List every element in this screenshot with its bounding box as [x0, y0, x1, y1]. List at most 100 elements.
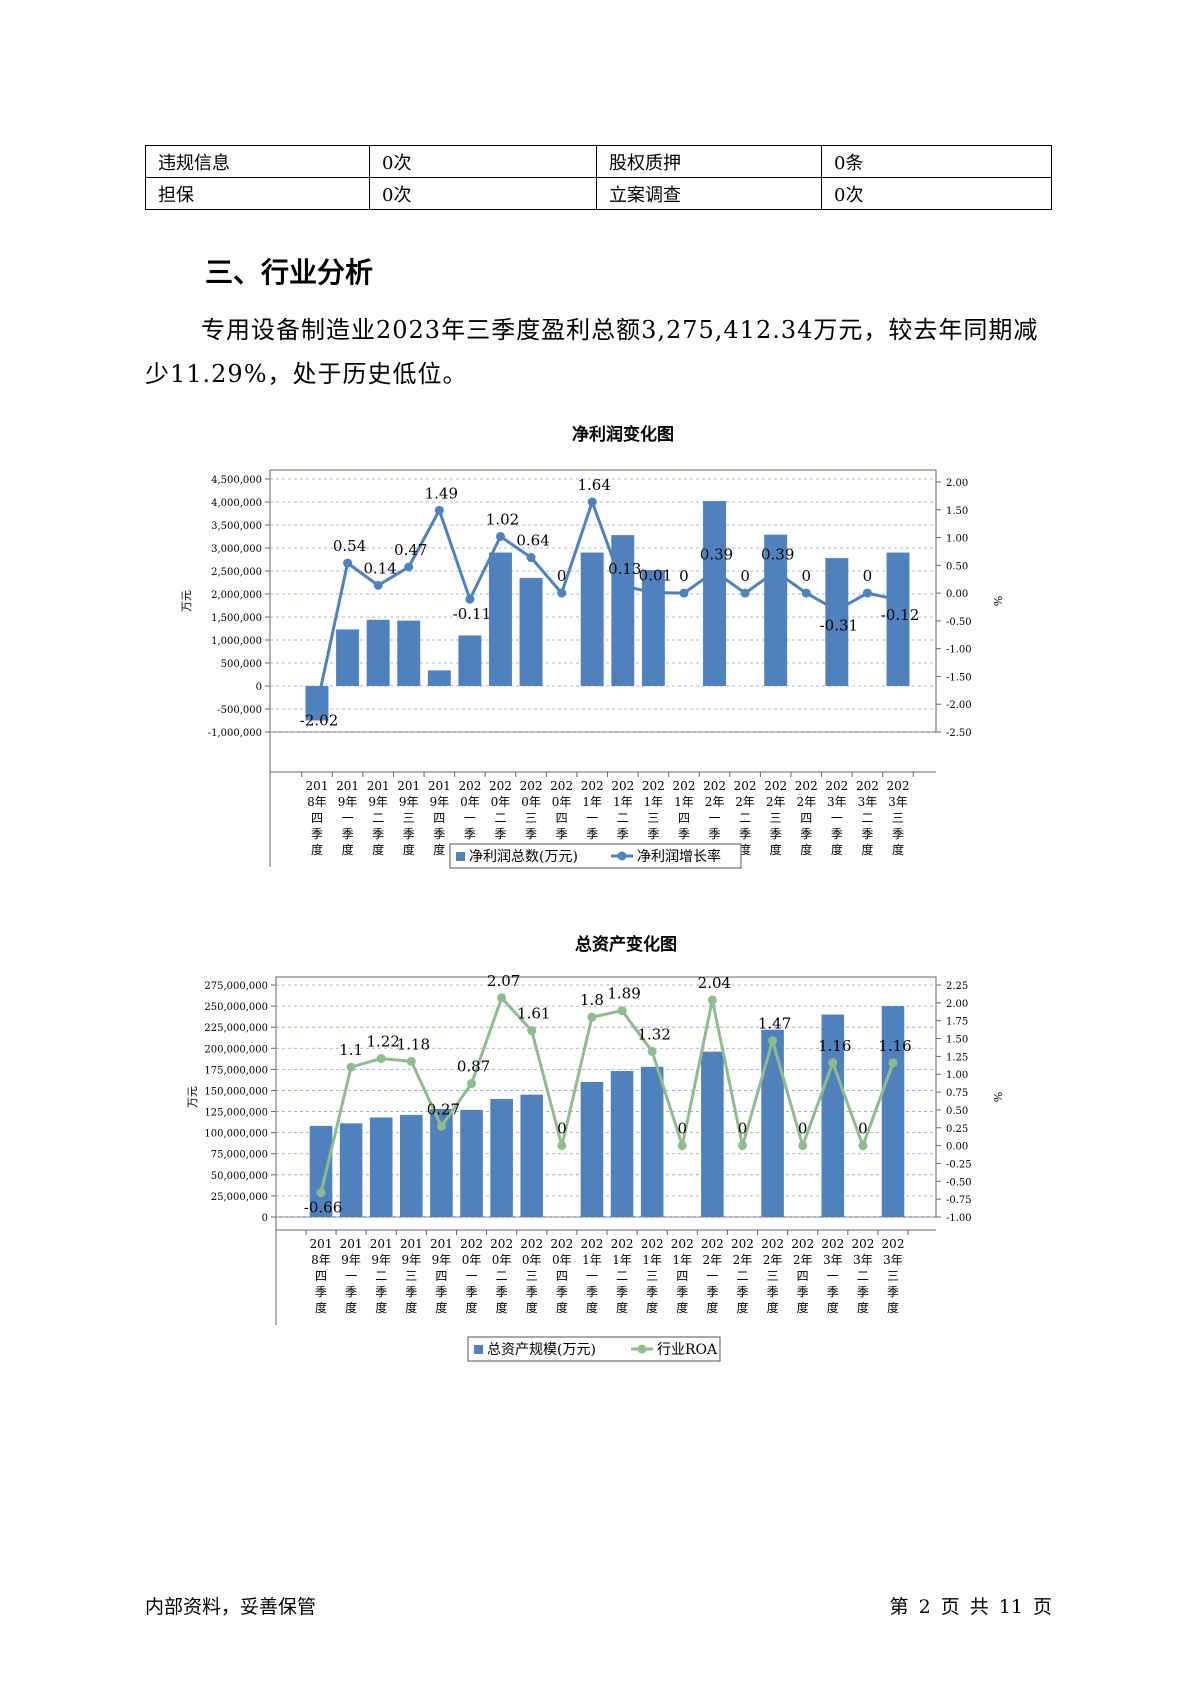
- y-tick-label: 25,000,000: [211, 1192, 268, 1203]
- line-point: [888, 1058, 898, 1068]
- y2-tick-label: -1.50: [946, 672, 972, 683]
- y-tick-label: 4,000,000: [211, 498, 262, 509]
- line-point: [858, 1141, 868, 1151]
- table-cell: 立案调查: [596, 177, 822, 210]
- legend-line-marker: [637, 1344, 647, 1354]
- y2-tick-label: -1.00: [946, 1213, 972, 1224]
- data-label: 0: [677, 1120, 687, 1138]
- data-label: 1.49: [425, 484, 458, 502]
- line-point: [376, 1054, 386, 1064]
- line-point: [436, 1121, 446, 1131]
- y2-tick-label: 0.50: [946, 561, 968, 572]
- data-label: 1.64: [578, 476, 611, 494]
- data-label: 1.22: [367, 1033, 400, 1051]
- total-assets-chart: 总资产变化图 0 25,000,000 50,000,000 75,000,000 100…: [186, 934, 1004, 1362]
- y-tick-label: 150,000,000: [204, 1086, 268, 1097]
- bar: [397, 620, 421, 686]
- x-tick-label: 202 2年三季度: [761, 1237, 784, 1315]
- bar: [640, 1066, 664, 1217]
- data-label: 0.54: [333, 537, 366, 555]
- data-label: 1.47: [758, 1015, 791, 1033]
- data-label: 1.16: [818, 1037, 851, 1055]
- legend-bar-label: 总资产规模(万元): [487, 1342, 596, 1358]
- bar: [430, 1109, 453, 1217]
- data-label: 0: [863, 567, 873, 585]
- line-point: [557, 1141, 567, 1151]
- x-tick-label: 202 2年四季度: [791, 1237, 814, 1315]
- y2-tick-label: 1.00: [946, 534, 968, 545]
- y2-tick-label: 0.50: [946, 1106, 968, 1117]
- x-tick-label: 202 2年二季度: [731, 1237, 754, 1315]
- y-tick-label: 125,000,000: [204, 1108, 268, 1119]
- bar: [701, 1051, 724, 1217]
- bar: [580, 552, 604, 686]
- x-tick-label: 201 9年一季度: [336, 779, 359, 857]
- y2-tick-label: -0.25: [946, 1159, 972, 1170]
- bar: [369, 1117, 393, 1217]
- data-label: 1.02: [486, 510, 519, 528]
- net-profit-chart: 净利润变化图 -1,000,000 -500,000 0 500,000 1,000,00…: [180, 424, 1004, 869]
- data-label: -0.11: [453, 605, 491, 623]
- data-label: -2.02: [300, 711, 338, 729]
- y2-tick-label: 1.25: [946, 1052, 968, 1063]
- bar: [490, 1098, 513, 1217]
- x-tick-label: 201 9年二季度: [370, 1237, 393, 1315]
- bar: [460, 1109, 483, 1217]
- line-point: [497, 993, 507, 1003]
- y-tick-label: 1,500,000: [211, 613, 262, 624]
- line-point: [648, 588, 658, 598]
- table-cell: 担保: [145, 177, 370, 210]
- bar: [881, 1006, 905, 1217]
- y2-tick-label: -0.50: [946, 1177, 972, 1188]
- legend-bar-swatch: [456, 852, 465, 861]
- x-tick-label: 201 8年四季度: [310, 1237, 333, 1315]
- line-point: [467, 1079, 477, 1089]
- y-tick-label: 225,000,000: [204, 1023, 268, 1034]
- table-cell: 0次: [369, 145, 597, 178]
- info-table: 违规信息 0次 股权质押 0条 担保 0次 立案调查 0次: [145, 145, 1052, 210]
- y-tick-label: 175,000,000: [204, 1065, 268, 1076]
- y-tick-label: -1,000,000: [208, 728, 262, 739]
- y-axis-title: 万元: [186, 1086, 199, 1108]
- x-tick-label: 202 2年三季度: [764, 779, 787, 857]
- line-point: [527, 1026, 537, 1036]
- bar: [520, 1094, 544, 1217]
- legend-line-label: 行业ROA: [657, 1342, 718, 1358]
- bar: [489, 552, 512, 686]
- legend-box: [467, 1336, 721, 1362]
- data-label: 0: [798, 1120, 808, 1138]
- y-tick-label: -500,000: [217, 705, 262, 716]
- line-series: [315, 497, 899, 706]
- bar: [611, 535, 635, 686]
- line-point: [495, 531, 505, 541]
- y2-tick-label: 1.00: [946, 1070, 968, 1081]
- data-label: 0.64: [516, 532, 549, 550]
- table-row: 担保 0次 立案调查 0次: [145, 177, 1052, 210]
- y2-tick-label: 2.25: [946, 981, 968, 992]
- x-tick-label: 201 8年四季度: [306, 779, 329, 857]
- chart-title: 净利润变化图: [572, 424, 674, 445]
- data-label: 2.04: [698, 974, 731, 992]
- data-label: 0.27: [427, 1100, 460, 1118]
- y2-tick-label: -0.75: [946, 1195, 972, 1206]
- x-tick-label: 201 9年四季度: [428, 779, 451, 857]
- bar: [309, 1125, 333, 1217]
- line-point: [737, 1141, 747, 1151]
- line-point: [832, 605, 842, 615]
- y2-tick-label: 2.00: [946, 999, 968, 1010]
- x-tick-label: 202 3年二季度: [856, 779, 879, 857]
- y-tick-label: 2,500,000: [211, 567, 262, 578]
- data-label: 0.47: [394, 541, 427, 559]
- line-point: [710, 566, 720, 576]
- line-point: [618, 581, 628, 591]
- line-point: [647, 1046, 657, 1056]
- y2-tick-label: 2.00: [946, 478, 968, 489]
- data-label: 0: [557, 1120, 567, 1138]
- data-label: 0: [557, 567, 567, 585]
